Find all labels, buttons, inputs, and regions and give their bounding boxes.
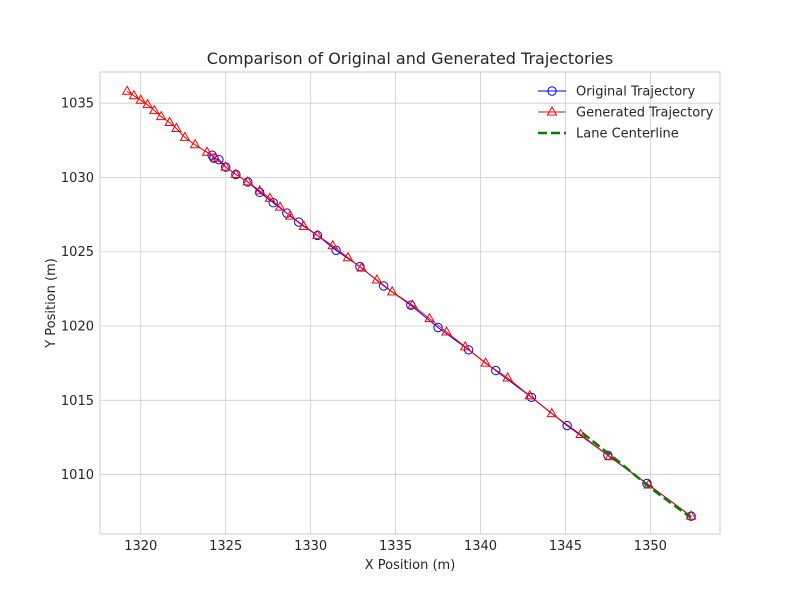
generated-trajectory-point — [179, 131, 191, 141]
tick-labels: 1320 1325 1330 1335 1340 1345 1350 1010 1015 1020… — [61, 97, 667, 554]
legend-label: Generated Trajectory — [576, 106, 714, 121]
plot-area-frame — [99, 71, 721, 535]
original-trajectory-point — [378, 281, 389, 291]
x-tick-label: 1335 — [379, 539, 412, 554]
generated-trajectory-point — [424, 312, 435, 323]
generated-trajectory-point — [128, 89, 140, 100]
generated-trajectory-point — [546, 407, 558, 418]
lane-centerline-line — [581, 432, 692, 519]
series-layer — [121, 85, 697, 521]
y-tick-label: 1025 — [61, 245, 94, 260]
legend: Original Trajectory Generated Trajectory L… — [538, 85, 714, 142]
generated-trajectory-point — [242, 175, 254, 186]
generated-trajectory-series — [121, 85, 697, 520]
generated-trajectory-point — [155, 110, 167, 121]
generated-trajectory-point — [189, 138, 201, 149]
lane-centerline-series — [581, 432, 692, 519]
legend-marker — [547, 86, 557, 96]
generated-trajectory-point — [502, 371, 514, 382]
generated-trajectory-point — [524, 389, 536, 400]
generated-trajectory-point — [284, 210, 296, 220]
legend-label: Original Trajectory — [576, 85, 695, 100]
generated-trajectory-point — [171, 122, 182, 132]
grid — [100, 72, 720, 534]
original-trajectory-point — [294, 217, 304, 227]
generated-trajectory-point — [356, 262, 367, 272]
original-trajectory-point — [214, 154, 224, 165]
generated-trajectory-point — [342, 251, 354, 262]
generated-trajectory-point — [327, 239, 339, 250]
x-tick-label: 1330 — [294, 539, 327, 554]
y-tick-label: 1020 — [61, 320, 94, 335]
generated-trajectory-point — [298, 220, 310, 230]
original-trajectory-point — [491, 365, 501, 376]
y-tick-label: 1030 — [61, 171, 94, 186]
y-tick-label: 1010 — [61, 468, 94, 483]
x-tick-label: 1350 — [634, 539, 667, 554]
generated-trajectory-point — [121, 85, 133, 95]
generated-trajectory-line — [126, 90, 692, 517]
generated-trajectory-point — [312, 229, 323, 239]
x-tick-label: 1320 — [124, 539, 157, 554]
generated-trajectory-point — [459, 340, 471, 351]
generated-trajectory-point — [480, 357, 491, 367]
generated-trajectory-point — [441, 325, 452, 336]
generated-trajectory-point — [149, 104, 160, 115]
generated-trajectory-point — [220, 161, 232, 171]
legend-marker — [546, 105, 558, 116]
generated-trajectory-point — [264, 192, 276, 202]
generated-trajectory-point — [386, 285, 398, 296]
generated-trajectory-point — [135, 94, 147, 104]
y-tick-label: 1035 — [61, 97, 94, 112]
y-axis-label: Y Position (m) — [44, 258, 59, 349]
y-tick-label: 1015 — [61, 394, 94, 409]
generated-trajectory-point — [407, 299, 418, 309]
original-trajectory-point — [562, 420, 572, 431]
generated-trajectory-point — [254, 184, 266, 195]
generated-trajectory-point — [230, 168, 242, 179]
x-tick-label: 1345 — [549, 539, 582, 554]
x-tick-label: 1340 — [464, 539, 497, 554]
generated-trajectory-point — [201, 146, 213, 156]
generated-trajectory-point — [164, 116, 175, 127]
generated-trajectory-point — [210, 152, 221, 162]
x-axis-label: X Position (m) — [365, 558, 456, 573]
original-trajectory-point — [433, 322, 443, 333]
x-tick-label: 1325 — [209, 539, 242, 554]
generated-trajectory-point — [371, 273, 383, 284]
generated-trajectory-point — [142, 98, 153, 109]
generated-trajectory-point — [604, 450, 615, 461]
chart-title: Comparison of Original and Generated Tra… — [207, 49, 613, 68]
legend-label: Lane Centerline — [576, 127, 679, 142]
generated-trajectory-point — [274, 201, 286, 211]
